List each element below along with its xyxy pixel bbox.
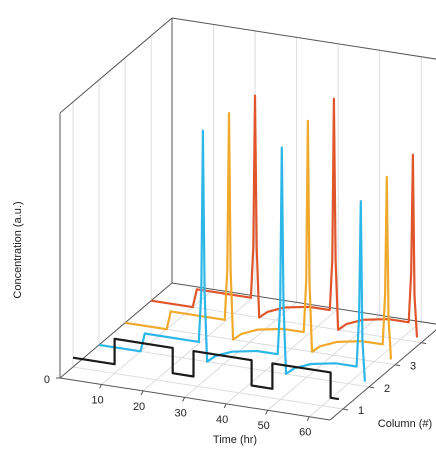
x-tick-label: 50: [258, 420, 270, 432]
x-tick-label: 40: [216, 414, 228, 426]
y-tick-label: 2: [384, 383, 390, 395]
series-line: [151, 94, 419, 338]
x-axis-label: Time (hr): [213, 434, 257, 446]
y-axis-label: Column (#): [378, 418, 432, 430]
y-tick-label: 1: [358, 405, 364, 417]
floor-grid-line: [225, 308, 339, 405]
x-tick: [140, 390, 144, 396]
floor-grid-line: [151, 300, 422, 344]
z-axis-label: Concentration (a.u.): [12, 201, 24, 298]
frame-edge: [329, 329, 436, 421]
floor-grid-line: [101, 289, 214, 385]
series-line: [98, 129, 366, 382]
x-tick: [223, 403, 227, 409]
y-tick-label: 3: [410, 361, 416, 373]
y-tick: [421, 342, 427, 345]
frame-edge: [59, 282, 173, 379]
x-tick-label: 60: [299, 427, 311, 439]
frame-edge: [59, 17, 173, 114]
x-tick-label: 10: [91, 394, 103, 406]
x-tick-label: 20: [133, 401, 145, 413]
frame-edge: [171, 282, 436, 325]
series-line: [124, 112, 393, 360]
floor-grid-line: [184, 302, 297, 398]
z-tick-label: 0: [44, 374, 50, 386]
y-tick: [342, 408, 349, 411]
floor-grid-line: [72, 366, 344, 410]
x-tick-label: 30: [174, 407, 186, 419]
x-tick: [265, 410, 269, 415]
frame-edge: [59, 377, 331, 421]
x-tick: [182, 397, 186, 402]
x-tick: [306, 416, 310, 421]
floor-grid-line: [125, 322, 396, 366]
x-tick: [99, 384, 102, 389]
y-tick: [395, 364, 401, 367]
frame-edge: [171, 17, 436, 60]
y-tick: [368, 386, 375, 389]
floor-grid-line: [98, 344, 370, 388]
floor-grid-line: [142, 295, 256, 392]
series-line: [72, 337, 340, 401]
